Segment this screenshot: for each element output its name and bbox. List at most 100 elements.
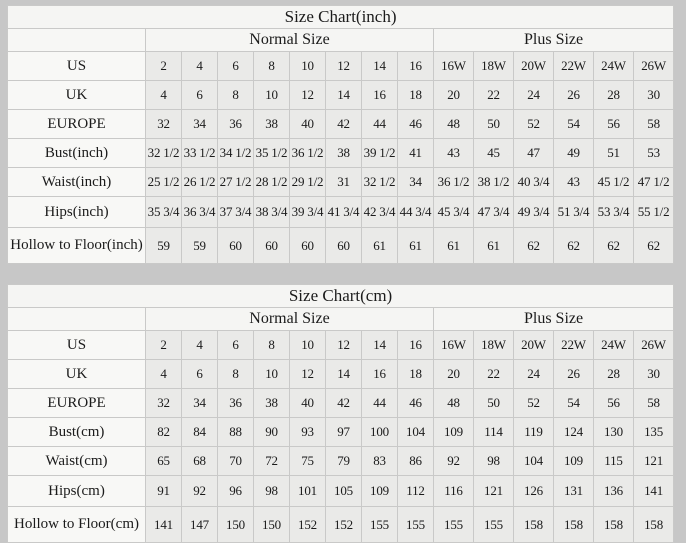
size-chart-cm-table: Size Chart(cm) Normal Size Plus Size US 2 4 6 8… (6, 284, 675, 543)
size-value-cell: 47 (513, 138, 554, 168)
size-value-cell: 114 (473, 417, 514, 447)
size-value-cell: 104 (513, 446, 554, 476)
table-row: UK 4 6 8 10 12 14 16 18 20 22 24 26 28 30 (7, 359, 675, 389)
size-value-cell: 28 (593, 359, 634, 389)
size-value-cell: 22 (473, 359, 514, 389)
size-value-cell: 4 (145, 80, 182, 110)
table-title-row: Size Chart(cm) (6, 284, 675, 308)
size-value-cell: 20 (433, 80, 474, 110)
size-value-cell: 12 (325, 330, 362, 360)
size-value-cell: 6 (217, 51, 254, 81)
size-value-cell: 147 (181, 506, 218, 543)
size-value-cell: 45 (473, 138, 514, 168)
size-value-cell: 90 (253, 417, 290, 447)
row-label: US (7, 330, 146, 360)
size-value-cell: 62 (593, 227, 634, 264)
size-value-cell: 60 (217, 227, 254, 264)
size-value-cell: 136 (593, 475, 634, 507)
size-value-cell: 36 1/2 (289, 138, 326, 168)
size-value-cell: 98 (253, 475, 290, 507)
row-label: Waist(cm) (7, 446, 146, 476)
table-row: Hollow to Floor(cm) 141 147 150 150 152 152 155… (7, 506, 675, 543)
size-value-cell: 43 (433, 138, 474, 168)
size-value-cell: 50 (473, 109, 514, 139)
size-value-cell: 135 (632, 417, 675, 447)
size-value-cell: 155 (397, 506, 434, 543)
size-value-cell: 38 (253, 388, 290, 418)
size-value-cell: 4 (145, 359, 182, 389)
size-value-cell: 44 (361, 388, 398, 418)
table-row: Bust(cm) 82 84 88 90 93 97 100 104 109 114 119 124 13… (7, 417, 675, 447)
size-value-cell: 2 (145, 51, 182, 81)
size-value-cell: 152 (325, 506, 362, 543)
size-value-cell: 48 (433, 109, 474, 139)
size-value-cell: 10 (289, 51, 326, 81)
size-value-cell: 30 (632, 80, 675, 110)
size-value-cell: 24W (593, 330, 634, 360)
size-value-cell: 14 (325, 80, 362, 110)
size-value-cell: 10 (289, 330, 326, 360)
size-value-cell: 141 (145, 506, 182, 543)
size-value-cell: 116 (433, 475, 474, 507)
corner-cell (7, 28, 146, 52)
size-value-cell: 158 (553, 506, 594, 543)
row-label: Hollow to Floor(cm) (7, 506, 146, 543)
size-value-cell: 155 (473, 506, 514, 543)
size-value-cell: 42 (325, 388, 362, 418)
size-value-cell: 16 (361, 359, 398, 389)
size-value-cell: 34 1/2 (217, 138, 254, 168)
size-value-cell: 158 (513, 506, 554, 543)
size-value-cell: 40 (289, 388, 326, 418)
size-value-cell: 82 (145, 417, 182, 447)
size-value-cell: 41 3/4 (325, 196, 362, 228)
size-value-cell: 93 (289, 417, 326, 447)
size-value-cell: 58 (632, 388, 675, 418)
size-value-cell: 88 (217, 417, 254, 447)
size-value-cell: 65 (145, 446, 182, 476)
size-value-cell: 14 (361, 51, 398, 81)
size-value-cell: 131 (553, 475, 594, 507)
size-value-cell: 30 (632, 359, 675, 389)
size-value-cell: 46 (397, 109, 434, 139)
size-value-cell: 33 1/2 (181, 138, 218, 168)
size-value-cell: 126 (513, 475, 554, 507)
size-value-cell: 158 (593, 506, 634, 543)
size-value-cell: 32 1/2 (145, 138, 182, 168)
size-value-cell: 10 (253, 359, 290, 389)
size-value-cell: 141 (632, 475, 675, 507)
size-value-cell: 62 (553, 227, 594, 264)
table-row: Waist(inch) 25 1/2 26 1/2 27 1/2 28 1/2 29 1/… (7, 167, 675, 197)
size-value-cell: 70 (217, 446, 254, 476)
size-value-cell: 49 3/4 (513, 196, 554, 228)
size-value-cell: 6 (181, 80, 218, 110)
size-value-cell: 53 (632, 138, 675, 168)
table-title: Size Chart(cm) (6, 284, 675, 308)
row-label: UK (7, 359, 146, 389)
size-value-cell: 2 (145, 330, 182, 360)
size-value-cell: 54 (553, 388, 594, 418)
size-value-cell: 10 (253, 80, 290, 110)
size-value-cell: 18W (473, 51, 514, 81)
size-value-cell: 26 (553, 80, 594, 110)
size-value-cell: 25 1/2 (145, 167, 182, 197)
size-value-cell: 109 (361, 475, 398, 507)
size-value-cell: 92 (181, 475, 218, 507)
size-value-cell: 18 (397, 80, 434, 110)
size-value-cell: 152 (289, 506, 326, 543)
size-value-cell: 45 1/2 (593, 167, 634, 197)
size-value-cell: 61 (473, 227, 514, 264)
size-value-cell: 8 (253, 330, 290, 360)
size-value-cell: 14 (361, 330, 398, 360)
size-value-cell: 20W (513, 51, 554, 81)
column-group-row: Normal Size Plus Size (7, 307, 675, 331)
size-value-cell: 150 (253, 506, 290, 543)
size-value-cell: 55 1/2 (632, 196, 675, 228)
size-value-cell: 36 1/2 (433, 167, 474, 197)
row-label: UK (7, 80, 146, 110)
size-value-cell: 8 (253, 51, 290, 81)
size-value-cell: 155 (361, 506, 398, 543)
size-value-cell: 47 1/2 (632, 167, 675, 197)
size-value-cell: 51 3/4 (553, 196, 594, 228)
size-value-cell: 22 (473, 80, 514, 110)
